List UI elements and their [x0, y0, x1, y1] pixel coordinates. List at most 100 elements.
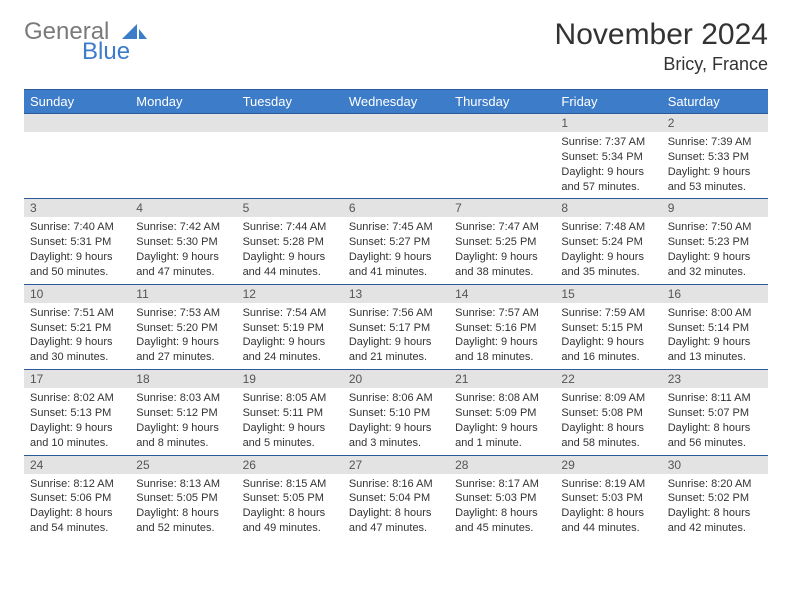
daylight-text: Daylight: 9 hours and 50 minutes. [30, 250, 124, 280]
sunset-text: Sunset: 5:05 PM [136, 491, 230, 506]
calendar-day-cell: 17Sunrise: 8:02 AMSunset: 5:13 PMDayligh… [24, 370, 130, 455]
daylight-text: Daylight: 8 hours and 58 minutes. [561, 421, 655, 451]
sunrise-text: Sunrise: 8:09 AM [561, 391, 655, 406]
day-number: 26 [237, 456, 343, 474]
day-number: 10 [24, 285, 130, 303]
sunset-text: Sunset: 5:24 PM [561, 235, 655, 250]
sunset-text: Sunset: 5:17 PM [349, 321, 443, 336]
calendar-day-cell: 20Sunrise: 8:06 AMSunset: 5:10 PMDayligh… [343, 370, 449, 455]
sunrise-text: Sunrise: 8:11 AM [668, 391, 762, 406]
calendar-day-cell: 8Sunrise: 7:48 AMSunset: 5:24 PMDaylight… [555, 199, 661, 284]
daylight-text: Daylight: 8 hours and 54 minutes. [30, 506, 124, 536]
location-subtitle: Bricy, France [555, 54, 768, 75]
sunrise-text: Sunrise: 7:48 AM [561, 220, 655, 235]
daylight-text: Daylight: 9 hours and 57 minutes. [561, 165, 655, 195]
daylight-text: Daylight: 9 hours and 47 minutes. [136, 250, 230, 280]
day-number: 13 [343, 285, 449, 303]
daylight-text: Daylight: 8 hours and 45 minutes. [455, 506, 549, 536]
daylight-text: Daylight: 9 hours and 44 minutes. [243, 250, 337, 280]
day-details: Sunrise: 7:48 AMSunset: 5:24 PMDaylight:… [555, 217, 661, 283]
sunset-text: Sunset: 5:23 PM [668, 235, 762, 250]
sunset-text: Sunset: 5:13 PM [30, 406, 124, 421]
day-number: 9 [662, 199, 768, 217]
day-details: Sunrise: 8:12 AMSunset: 5:06 PMDaylight:… [24, 474, 130, 540]
sunrise-text: Sunrise: 8:19 AM [561, 477, 655, 492]
weekday-header: Friday [555, 90, 661, 114]
calendar-week-row: 1Sunrise: 7:37 AMSunset: 5:34 PMDaylight… [24, 114, 768, 199]
calendar-day-cell: 13Sunrise: 7:56 AMSunset: 5:17 PMDayligh… [343, 284, 449, 369]
day-details: Sunrise: 8:03 AMSunset: 5:12 PMDaylight:… [130, 388, 236, 454]
sunrise-text: Sunrise: 7:56 AM [349, 306, 443, 321]
day-details: Sunrise: 7:37 AMSunset: 5:34 PMDaylight:… [555, 132, 661, 198]
day-details: Sunrise: 8:16 AMSunset: 5:04 PMDaylight:… [343, 474, 449, 540]
sunset-text: Sunset: 5:12 PM [136, 406, 230, 421]
sunrise-text: Sunrise: 8:08 AM [455, 391, 549, 406]
day-details: Sunrise: 7:51 AMSunset: 5:21 PMDaylight:… [24, 303, 130, 369]
sunrise-text: Sunrise: 8:06 AM [349, 391, 443, 406]
day-number [130, 114, 236, 132]
sunset-text: Sunset: 5:02 PM [668, 491, 762, 506]
day-number: 21 [449, 370, 555, 388]
daylight-text: Daylight: 9 hours and 16 minutes. [561, 335, 655, 365]
day-number: 8 [555, 199, 661, 217]
calendar-table: Sunday Monday Tuesday Wednesday Thursday… [24, 89, 768, 540]
sunrise-text: Sunrise: 7:45 AM [349, 220, 443, 235]
weekday-header: Monday [130, 90, 236, 114]
day-number: 14 [449, 285, 555, 303]
day-number: 25 [130, 456, 236, 474]
day-number: 2 [662, 114, 768, 132]
sunrise-text: Sunrise: 8:15 AM [243, 477, 337, 492]
calendar-day-cell: 5Sunrise: 7:44 AMSunset: 5:28 PMDaylight… [237, 199, 343, 284]
page-title: November 2024 [555, 18, 768, 52]
sunset-text: Sunset: 5:20 PM [136, 321, 230, 336]
sunrise-text: Sunrise: 7:44 AM [243, 220, 337, 235]
daylight-text: Daylight: 9 hours and 35 minutes. [561, 250, 655, 280]
day-number: 4 [130, 199, 236, 217]
sunset-text: Sunset: 5:15 PM [561, 321, 655, 336]
daylight-text: Daylight: 9 hours and 5 minutes. [243, 421, 337, 451]
daylight-text: Daylight: 9 hours and 32 minutes. [668, 250, 762, 280]
calendar-day-cell [343, 114, 449, 199]
calendar-day-cell: 28Sunrise: 8:17 AMSunset: 5:03 PMDayligh… [449, 455, 555, 540]
day-details: Sunrise: 8:17 AMSunset: 5:03 PMDaylight:… [449, 474, 555, 540]
day-number: 22 [555, 370, 661, 388]
day-number [24, 114, 130, 132]
day-number: 30 [662, 456, 768, 474]
day-details: Sunrise: 7:40 AMSunset: 5:31 PMDaylight:… [24, 217, 130, 283]
daylight-text: Daylight: 8 hours and 42 minutes. [668, 506, 762, 536]
sunrise-text: Sunrise: 8:12 AM [30, 477, 124, 492]
sunset-text: Sunset: 5:25 PM [455, 235, 549, 250]
brand-part2: Blue [82, 38, 130, 66]
day-details: Sunrise: 8:20 AMSunset: 5:02 PMDaylight:… [662, 474, 768, 540]
sunset-text: Sunset: 5:07 PM [668, 406, 762, 421]
calendar-day-cell: 10Sunrise: 7:51 AMSunset: 5:21 PMDayligh… [24, 284, 130, 369]
header: General Blue November 2024 Bricy, France [24, 18, 768, 75]
sunset-text: Sunset: 5:34 PM [561, 150, 655, 165]
sunrise-text: Sunrise: 8:02 AM [30, 391, 124, 406]
day-details: Sunrise: 8:00 AMSunset: 5:14 PMDaylight:… [662, 303, 768, 369]
sunrise-text: Sunrise: 8:13 AM [136, 477, 230, 492]
day-details: Sunrise: 7:39 AMSunset: 5:33 PMDaylight:… [662, 132, 768, 198]
calendar-day-cell: 26Sunrise: 8:15 AMSunset: 5:05 PMDayligh… [237, 455, 343, 540]
day-number: 19 [237, 370, 343, 388]
calendar-day-cell: 6Sunrise: 7:45 AMSunset: 5:27 PMDaylight… [343, 199, 449, 284]
daylight-text: Daylight: 9 hours and 3 minutes. [349, 421, 443, 451]
day-number [343, 114, 449, 132]
day-details: Sunrise: 7:57 AMSunset: 5:16 PMDaylight:… [449, 303, 555, 369]
day-details: Sunrise: 7:50 AMSunset: 5:23 PMDaylight:… [662, 217, 768, 283]
day-details: Sunrise: 8:19 AMSunset: 5:03 PMDaylight:… [555, 474, 661, 540]
sunrise-text: Sunrise: 7:40 AM [30, 220, 124, 235]
day-number: 7 [449, 199, 555, 217]
day-number: 3 [24, 199, 130, 217]
sunset-text: Sunset: 5:33 PM [668, 150, 762, 165]
sunrise-text: Sunrise: 8:17 AM [455, 477, 549, 492]
day-details: Sunrise: 8:15 AMSunset: 5:05 PMDaylight:… [237, 474, 343, 540]
sunrise-text: Sunrise: 7:42 AM [136, 220, 230, 235]
sunrise-text: Sunrise: 7:51 AM [30, 306, 124, 321]
sunset-text: Sunset: 5:27 PM [349, 235, 443, 250]
calendar-day-cell: 27Sunrise: 8:16 AMSunset: 5:04 PMDayligh… [343, 455, 449, 540]
calendar-day-cell: 22Sunrise: 8:09 AMSunset: 5:08 PMDayligh… [555, 370, 661, 455]
calendar-day-cell: 25Sunrise: 8:13 AMSunset: 5:05 PMDayligh… [130, 455, 236, 540]
sunset-text: Sunset: 5:30 PM [136, 235, 230, 250]
sunset-text: Sunset: 5:05 PM [243, 491, 337, 506]
